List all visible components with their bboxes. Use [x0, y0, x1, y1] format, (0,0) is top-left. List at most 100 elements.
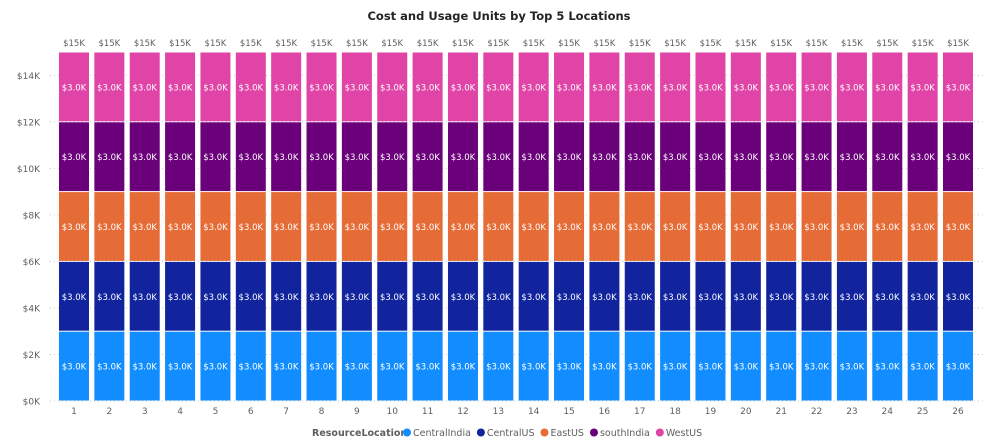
bar-WestUS-14[interactable]	[518, 52, 549, 122]
bar-WestUS-25[interactable]	[907, 52, 938, 122]
bar-southIndia-6[interactable]	[235, 122, 266, 192]
bar-EastUS-14[interactable]	[518, 192, 549, 261]
bar-WestUS-12[interactable]	[447, 52, 478, 122]
bar-WestUS-18[interactable]	[660, 52, 691, 122]
bar-CentralUS-7[interactable]	[271, 261, 302, 331]
bar-CentralUS-21[interactable]	[766, 261, 797, 331]
bar-CentralIndia-12[interactable]	[447, 331, 478, 401]
bar-CentralIndia-4[interactable]	[165, 331, 196, 401]
bar-CentralUS-1[interactable]	[59, 261, 89, 331]
bar-southIndia-24[interactable]	[872, 122, 903, 192]
bar-EastUS-1[interactable]	[59, 192, 89, 261]
bar-southIndia-15[interactable]	[554, 122, 585, 192]
bar-southIndia-9[interactable]	[341, 122, 372, 192]
bar-EastUS-13[interactable]	[483, 192, 514, 261]
bar-CentralUS-4[interactable]	[165, 261, 196, 331]
bar-southIndia-4[interactable]	[165, 122, 196, 192]
bar-CentralIndia-2[interactable]	[94, 331, 125, 401]
bar-CentralUS-26[interactable]	[943, 261, 973, 331]
bar-CentralUS-3[interactable]	[129, 261, 160, 331]
bar-WestUS-26[interactable]	[943, 52, 973, 122]
bar-southIndia-17[interactable]	[624, 122, 655, 192]
bar-WestUS-23[interactable]	[836, 52, 867, 122]
bar-CentralUS-9[interactable]	[341, 261, 372, 331]
bar-EastUS-24[interactable]	[872, 192, 903, 261]
bar-WestUS-24[interactable]	[872, 52, 903, 122]
bar-CentralUS-16[interactable]	[589, 261, 620, 331]
bar-CentralUS-2[interactable]	[94, 261, 125, 331]
bar-WestUS-1[interactable]	[59, 52, 89, 122]
bar-EastUS-20[interactable]	[730, 192, 761, 261]
bar-southIndia-18[interactable]	[660, 122, 691, 192]
bar-CentralUS-15[interactable]	[554, 261, 585, 331]
bar-southIndia-20[interactable]	[730, 122, 761, 192]
bar-CentralUS-12[interactable]	[447, 261, 478, 331]
bar-EastUS-5[interactable]	[200, 192, 231, 261]
bar-EastUS-4[interactable]	[165, 192, 196, 261]
bar-CentralIndia-5[interactable]	[200, 331, 231, 401]
legend-item-EastUS[interactable]: EastUS	[540, 428, 584, 439]
bar-southIndia-12[interactable]	[447, 122, 478, 192]
bar-WestUS-21[interactable]	[766, 52, 797, 122]
bar-CentralIndia-26[interactable]	[943, 331, 973, 401]
bar-CentralUS-19[interactable]	[695, 261, 726, 331]
bar-CentralIndia-13[interactable]	[483, 331, 514, 401]
bar-CentralIndia-8[interactable]	[306, 331, 337, 401]
bar-CentralIndia-7[interactable]	[271, 331, 302, 401]
bar-EastUS-7[interactable]	[271, 192, 302, 261]
bar-CentralIndia-16[interactable]	[589, 331, 620, 401]
bar-southIndia-19[interactable]	[695, 122, 726, 192]
bar-CentralUS-14[interactable]	[518, 261, 549, 331]
bar-CentralUS-13[interactable]	[483, 261, 514, 331]
legend-item-WestUS[interactable]: WestUS	[655, 428, 702, 439]
bar-CentralIndia-23[interactable]	[836, 331, 867, 401]
bar-EastUS-17[interactable]	[624, 192, 655, 261]
bar-WestUS-16[interactable]	[589, 52, 620, 122]
bar-CentralIndia-22[interactable]	[801, 331, 832, 401]
bar-CentralIndia-15[interactable]	[554, 331, 585, 401]
bar-southIndia-11[interactable]	[412, 122, 443, 192]
bar-EastUS-23[interactable]	[836, 192, 867, 261]
bar-WestUS-2[interactable]	[94, 52, 125, 122]
bar-WestUS-17[interactable]	[624, 52, 655, 122]
bar-WestUS-5[interactable]	[200, 52, 231, 122]
bar-southIndia-5[interactable]	[200, 122, 231, 192]
bar-southIndia-10[interactable]	[377, 122, 408, 192]
bar-WestUS-20[interactable]	[730, 52, 761, 122]
bar-EastUS-15[interactable]	[554, 192, 585, 261]
bar-southIndia-14[interactable]	[518, 122, 549, 192]
bar-CentralUS-24[interactable]	[872, 261, 903, 331]
bar-southIndia-26[interactable]	[943, 122, 973, 192]
bar-CentralUS-17[interactable]	[624, 261, 655, 331]
bar-EastUS-22[interactable]	[801, 192, 832, 261]
bar-WestUS-9[interactable]	[341, 52, 372, 122]
bar-EastUS-10[interactable]	[377, 192, 408, 261]
bar-southIndia-25[interactable]	[907, 122, 938, 192]
bar-WestUS-7[interactable]	[271, 52, 302, 122]
bar-EastUS-8[interactable]	[306, 192, 337, 261]
bar-EastUS-11[interactable]	[412, 192, 443, 261]
bar-EastUS-21[interactable]	[766, 192, 797, 261]
bar-CentralUS-10[interactable]	[377, 261, 408, 331]
bar-CentralUS-5[interactable]	[200, 261, 231, 331]
bar-WestUS-3[interactable]	[129, 52, 160, 122]
bar-CentralIndia-21[interactable]	[766, 331, 797, 401]
bar-EastUS-2[interactable]	[94, 192, 125, 261]
bar-WestUS-8[interactable]	[306, 52, 337, 122]
bar-CentralUS-23[interactable]	[836, 261, 867, 331]
bar-CentralIndia-3[interactable]	[129, 331, 160, 401]
legend-item-CentralUS[interactable]: CentralUS	[476, 428, 535, 439]
bar-CentralUS-25[interactable]	[907, 261, 938, 331]
bar-EastUS-26[interactable]	[943, 192, 973, 261]
bar-CentralIndia-1[interactable]	[59, 331, 89, 401]
bar-WestUS-4[interactable]	[165, 52, 196, 122]
bar-WestUS-11[interactable]	[412, 52, 443, 122]
bar-CentralUS-6[interactable]	[235, 261, 266, 331]
bar-EastUS-18[interactable]	[660, 192, 691, 261]
legend-item-CentralIndia[interactable]: CentralIndia	[403, 428, 471, 439]
legend-item-southIndia[interactable]: southIndia	[589, 428, 650, 439]
bar-CentralIndia-11[interactable]	[412, 331, 443, 401]
bar-EastUS-12[interactable]	[447, 192, 478, 261]
bar-WestUS-10[interactable]	[377, 52, 408, 122]
bar-WestUS-15[interactable]	[554, 52, 585, 122]
